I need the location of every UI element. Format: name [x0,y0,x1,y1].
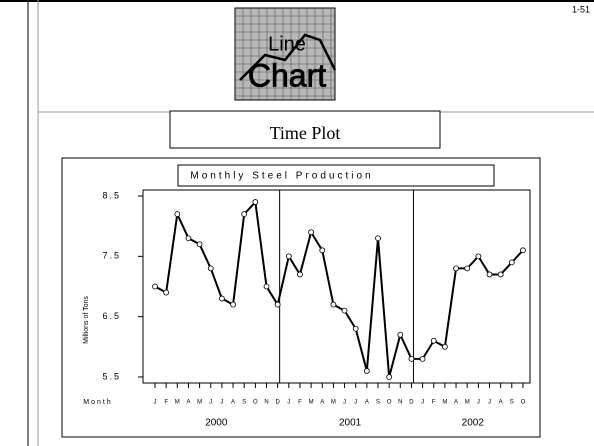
y-tick-label: 8.5 [102,190,121,200]
x-tick-label: F [164,400,168,406]
point [297,272,302,277]
point [197,242,202,247]
x-tick-label: J [488,400,491,406]
group-label: 2000 [205,418,228,429]
x-tick-label: A [320,400,324,406]
point [342,308,347,313]
point [309,230,314,235]
x-tick-label: J [354,400,357,406]
chart-title: Monthly Steel Production [190,171,373,182]
point [520,248,525,253]
point [353,326,358,331]
point [498,272,503,277]
x-tick-label: A [365,400,369,406]
y-axis-label: Millions of Tons [83,296,90,344]
x-tick-label: O [521,400,526,406]
point [331,302,336,307]
x-tick-label: M [175,400,180,406]
y-tick-label: 7.5 [102,251,121,261]
point [487,272,492,277]
page-number: 1-51 [572,4,590,14]
y-tick-label: 6.5 [102,311,121,321]
point [153,284,158,289]
point [164,290,169,295]
point [409,356,414,361]
point [420,356,425,361]
x-tick-label: J [343,400,346,406]
y-tick-label: 5.5 [102,371,121,381]
x-tick-label: J [287,400,290,406]
x-tick-label: S [510,400,514,406]
x-tick-label: J [421,400,424,406]
point [431,338,436,343]
point [387,374,392,379]
point [442,344,447,349]
point [186,236,191,241]
x-tick-label: M [197,400,202,406]
chart-frame [62,158,540,437]
x-tick-label: A [454,400,458,406]
point [509,260,514,265]
point [264,284,269,289]
x-tick-label: F [432,400,436,406]
point [253,200,258,205]
point [398,332,403,337]
point [242,212,247,217]
x-tick-label: D [275,400,280,406]
point [275,302,280,307]
x-tick-label: S [242,400,246,406]
x-tick-label: O [387,400,392,406]
x-tick-label: S [376,400,380,406]
slide: 1-51 Line Chart Time Plot Monthly Steel … [0,0,594,446]
page: 1-51 Line Chart Time Plot Monthly Steel … [0,0,594,446]
x-tick-label: M [442,400,447,406]
point [364,368,369,373]
x-tick-label: J [477,400,480,406]
group-label: 2001 [339,418,362,429]
x-tick-label: M [465,400,470,406]
logo-text: Chart [248,57,326,93]
point [231,302,236,307]
x-tick-label: F [298,400,302,406]
x-tick-label: A [499,400,503,406]
point [286,254,291,259]
x-tick-label: A [186,400,190,406]
x-tick-label: J [154,400,157,406]
x-axis-label: Month [83,399,112,406]
group-label: 2002 [462,418,485,429]
point [465,266,470,271]
point [476,254,481,259]
point [376,236,381,241]
x-tick-label: A [231,400,235,406]
logo: Line Chart [235,8,335,100]
x-tick-label: J [220,400,223,406]
point [320,248,325,253]
x-tick-label: N [398,400,402,406]
point [219,296,224,301]
point [175,212,180,217]
point [454,266,459,271]
x-tick-label: O [253,400,258,406]
heading: Time Plot [270,123,341,143]
logo-text: Line [268,33,306,55]
x-tick-label: N [264,400,268,406]
x-tick-label: J [209,400,212,406]
x-tick-label: M [309,400,314,406]
x-tick-label: M [331,400,336,406]
x-tick-label: D [409,400,414,406]
point [208,266,213,271]
